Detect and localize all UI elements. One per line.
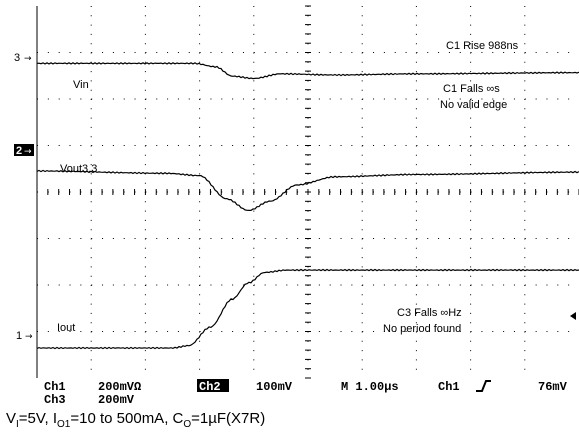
caption-part: V (6, 410, 17, 427)
caption-part: =10 to 500mA, C (70, 410, 184, 427)
annotation-c1-falls: C1 Falls ∞s (443, 83, 500, 95)
readout-ch1-scale: 200mVΩ (98, 380, 141, 394)
channel-marker-3-arrow: → (24, 54, 32, 64)
readout-ch2: Ch2 (199, 380, 221, 394)
rising-edge-icon (476, 380, 491, 392)
channel-marker-2-bg (14, 144, 34, 156)
trace-vout33 (36, 169, 579, 211)
readout-ch2-bg (197, 379, 229, 392)
annotation-c3-falls: C3 Falls ∞Hz (397, 307, 462, 319)
trigger-level-marker (570, 312, 576, 320)
readout-ch2-scale: 100mV (256, 380, 293, 394)
channel-marker-2: 2 (16, 145, 22, 157)
readout-timebase: M 1.00µs (341, 380, 399, 394)
readout-ch1: Ch1 (44, 380, 66, 394)
channel-marker-3: 3 (14, 52, 20, 64)
traces (36, 62, 579, 350)
caption-part: =1µF(X7R) (191, 410, 266, 427)
readout-trigger-source: Ch1 (438, 380, 460, 394)
scope-readout: Ch1 200mVΩ Ch2 100mV M 1.00µs Ch1 76mV C… (44, 379, 568, 407)
trace-label-vout: Vout3.3 (60, 163, 97, 175)
annotation-no-period: No period found (383, 323, 461, 335)
readout-ch3-scale: 200mV (98, 393, 135, 407)
trace-vin (36, 62, 579, 80)
trace-iout (36, 268, 579, 350)
caption-subscript: O1 (57, 419, 71, 430)
annotation-c1-rise: C1 Rise 988ns (446, 40, 519, 52)
readout-trigger-level: 76mV (538, 380, 568, 394)
annotation-no-valid-edge: No valid edge (440, 99, 507, 111)
figure-caption: VI=5V, IO1=10 to 500mA, CO=1µF(X7R) (6, 410, 265, 430)
readout-ch3: Ch3 (44, 393, 66, 407)
caption-subscript: O (183, 419, 192, 430)
graticule (36, 5, 579, 379)
caption-part: =5V, I (18, 410, 58, 427)
channel-marker-2-arrow: → (24, 147, 32, 157)
trace-label-iout: Iout (57, 322, 75, 334)
channel-marker-1-arrow: → (25, 332, 33, 342)
channel-marker-1: 1 (16, 330, 22, 342)
trace-label-vin: Vin (73, 79, 89, 91)
caption-subscript: I (16, 419, 19, 430)
